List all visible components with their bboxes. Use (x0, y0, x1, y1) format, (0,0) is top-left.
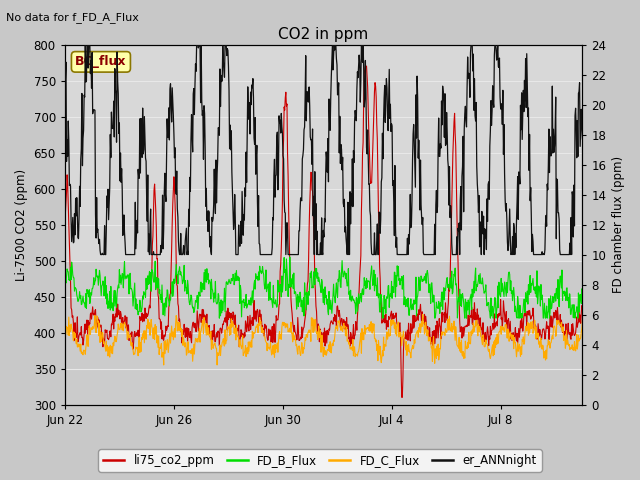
Y-axis label: Li-7500 CO2 (ppm): Li-7500 CO2 (ppm) (15, 168, 28, 281)
Text: BC_flux: BC_flux (75, 55, 127, 68)
Bar (65, 261, 582, 405)
Legend: li75_co2_ppm, FD_B_Flux, FD_C_Flux, er_ANNnight: li75_co2_ppm, FD_B_Flux, FD_C_Flux, er_A… (99, 449, 541, 472)
Y-axis label: FD chamber flux (ppm): FD chamber flux (ppm) (612, 156, 625, 293)
Text: No data for f_FD_A_Flux: No data for f_FD_A_Flux (6, 12, 140, 23)
Title: CO2 in ppm: CO2 in ppm (278, 27, 369, 42)
